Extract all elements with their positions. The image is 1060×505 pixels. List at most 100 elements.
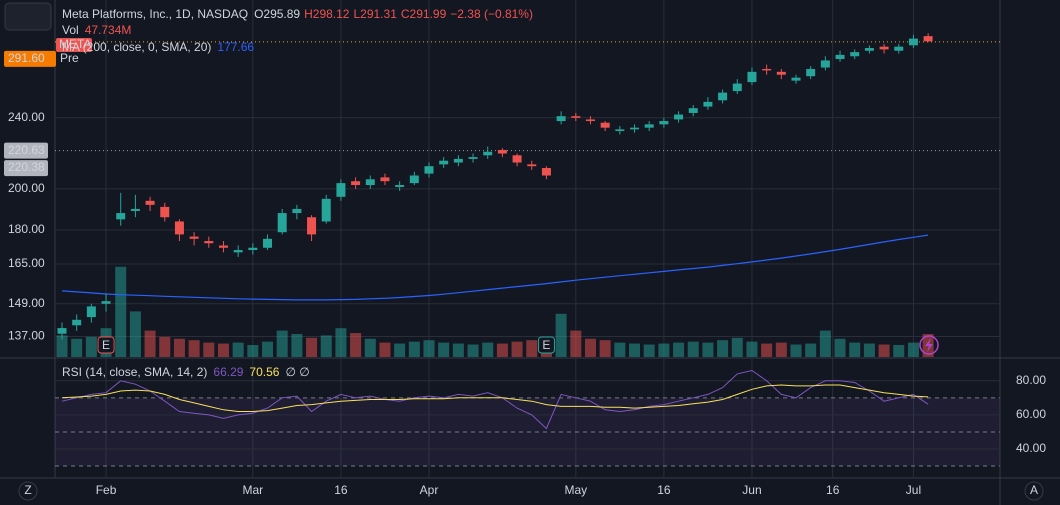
candle-body [483, 151, 493, 156]
price-label-box [4, 142, 48, 159]
x-tick-label: Apr [420, 483, 439, 497]
labels: Feb Mar 16 Apr May 16 Jun 16 Jul 137.00 149.00 165.… [4, 37, 1046, 497]
y-tick-label: 149.00 [8, 296, 45, 310]
volume-bar [790, 344, 802, 357]
symbol-box[interactable] [4, 2, 52, 31]
symbol-badge-box [56, 38, 92, 52]
candle-body [263, 238, 273, 248]
volume-bar [555, 313, 567, 357]
volume-bar [658, 343, 670, 357]
volume-bar [350, 333, 362, 357]
candle-body [644, 124, 654, 128]
volume-bar [394, 343, 406, 357]
volume-bar [335, 328, 347, 357]
candle-body [86, 306, 96, 318]
candle-body [160, 206, 170, 218]
candle-body [204, 241, 214, 244]
volume-bar [746, 341, 758, 357]
candle-body [585, 119, 595, 122]
x-tick-label: 16 [826, 483, 840, 497]
candle-body [747, 71, 757, 83]
y-tick-label: 60.00 [1016, 407, 1046, 421]
y-tick-label: 137.00 [8, 329, 45, 343]
volume-bar [731, 337, 743, 357]
pre-price: 291.60 [8, 51, 45, 65]
candle-body [409, 175, 419, 184]
volume-bar [687, 341, 699, 357]
candle-body [468, 157, 478, 159]
volume-bar [379, 342, 391, 357]
candle-body [439, 160, 449, 165]
rsi-line [61, 369, 929, 430]
volume-bar [819, 330, 831, 357]
candle-body [512, 155, 522, 163]
candle-body [762, 68, 772, 71]
volume-bar [56, 335, 68, 357]
rsi-ma-value: 70.56 [249, 365, 279, 379]
candle-body [630, 127, 640, 130]
candle-body [527, 164, 537, 167]
earnings-label: E [102, 338, 110, 352]
low-label: L291.31 [353, 7, 397, 21]
high-label: H298.12 [304, 7, 350, 21]
candle-body [72, 319, 82, 326]
candle-body [321, 198, 331, 222]
candle-body [659, 121, 669, 125]
volume-bar [526, 340, 538, 357]
earnings-box [97, 336, 115, 354]
rsi-extra: ∅ ∅ [285, 365, 309, 379]
volume-bar [511, 341, 523, 357]
x-tick-label: 16 [334, 483, 348, 497]
volume-bar [247, 345, 259, 357]
candle-body [908, 38, 918, 46]
rsi-name: RSI (14, close, SMA, 14, 2) [62, 365, 207, 379]
candle-body [218, 245, 228, 248]
pre-box [4, 50, 56, 67]
x-tick-label: 16 [657, 483, 671, 497]
title: Meta Platforms, Inc., 1D, NASDAQ [62, 7, 248, 21]
candle-body [894, 46, 904, 51]
candle-body [380, 177, 390, 182]
volume-bar [159, 336, 171, 357]
footer-button[interactable] [1024, 481, 1044, 501]
volume-bar [173, 338, 185, 357]
x-tick-label: May [564, 483, 587, 497]
volume-bar [144, 330, 156, 357]
volume-bar [85, 336, 97, 357]
header: Meta Platforms, Inc., 1D, NASDAQ O295.89 H… [62, 7, 533, 21]
rsi-legend: RSI (14, close, SMA, 14, 2) 66.29 70.56 ∅ ∅ [62, 365, 310, 379]
symbol-badge: META [59, 37, 91, 51]
volume-bar [775, 342, 787, 357]
footer-a[interactable]: A [1030, 483, 1038, 497]
candle-body [424, 166, 434, 174]
candle-body [351, 181, 361, 186]
volume-bar [262, 341, 274, 357]
earnings-box [537, 336, 555, 354]
volume-bar [849, 342, 861, 357]
close-label: C291.99 [401, 7, 447, 21]
volume-bar [408, 341, 420, 357]
volume-bar [496, 343, 508, 357]
candle-body [233, 250, 243, 253]
candle-body [806, 68, 816, 77]
volume-bar [614, 342, 626, 357]
candle-body [248, 247, 258, 251]
rsi-ma-line [61, 384, 929, 412]
open-label: O295.89 [254, 7, 300, 21]
x-tick-label: Mar [243, 483, 264, 497]
volume-value: 47.734M [85, 23, 132, 37]
volume-bar [306, 337, 318, 357]
candle-body [820, 60, 830, 68]
volume-bar [599, 340, 611, 357]
candle-body [174, 221, 184, 235]
footer-button[interactable] [18, 481, 38, 501]
y-tick-label: 80.00 [1016, 373, 1046, 387]
candle-body [835, 54, 845, 60]
dividend-icon[interactable] [919, 335, 939, 355]
volume-bar [71, 338, 83, 357]
change-label: −2.38 (−0.81%) [450, 7, 533, 21]
candle-body [130, 208, 140, 211]
footer-z[interactable]: Z [24, 483, 31, 497]
volume-bar [438, 342, 450, 357]
